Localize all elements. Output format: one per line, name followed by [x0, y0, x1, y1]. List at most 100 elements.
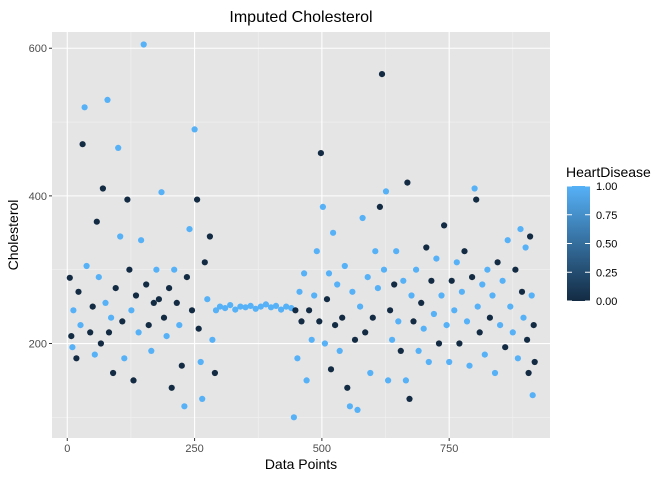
- data-point: [135, 329, 142, 336]
- data-point: [351, 336, 359, 343]
- data-point: [206, 233, 213, 240]
- data-point: [438, 292, 445, 299]
- data-point: [402, 377, 409, 384]
- data-point: [150, 299, 157, 306]
- data-point: [359, 214, 366, 222]
- data-point: [400, 277, 407, 284]
- data-point: [97, 340, 104, 347]
- data-point: [160, 314, 168, 321]
- data-point: [296, 288, 303, 295]
- data-point: [168, 384, 175, 391]
- data-point: [357, 303, 364, 310]
- data-point: [397, 347, 404, 354]
- data-point: [140, 41, 147, 48]
- data-point: [336, 347, 343, 354]
- data-point: [69, 344, 76, 351]
- data-point: [199, 395, 206, 402]
- data-point: [334, 281, 341, 288]
- legend-break-label: 0.75: [596, 210, 617, 222]
- data-point: [474, 303, 481, 310]
- data-point: [95, 274, 102, 281]
- data-point: [313, 248, 320, 255]
- data-point: [252, 305, 259, 312]
- data-point: [520, 314, 527, 321]
- data-point: [222, 305, 229, 312]
- data-point: [178, 362, 185, 369]
- data-point: [237, 303, 244, 310]
- data-point: [339, 314, 346, 321]
- data-point: [194, 196, 201, 203]
- data-point: [104, 96, 111, 103]
- data-point: [91, 351, 98, 358]
- data-point: [325, 270, 333, 277]
- data-point: [441, 222, 448, 229]
- data-point: [306, 307, 313, 314]
- data-point: [301, 270, 308, 277]
- data-point: [66, 274, 73, 281]
- data-point: [408, 292, 415, 299]
- data-point: [499, 277, 506, 284]
- data-point: [204, 296, 211, 303]
- data-point: [344, 384, 351, 391]
- data-point: [486, 314, 493, 321]
- data-point: [518, 288, 526, 295]
- data-point: [130, 377, 137, 384]
- data-point: [491, 369, 499, 377]
- y-tick-label: 600: [29, 43, 47, 55]
- data-point: [367, 369, 374, 377]
- minor-gridlines: [52, 32, 550, 438]
- data-point: [430, 310, 437, 318]
- data-point: [497, 322, 504, 329]
- data-point: [216, 303, 224, 310]
- x-tick-label: 0: [64, 443, 70, 455]
- data-point: [418, 299, 425, 306]
- data-point: [117, 233, 124, 240]
- data-point: [173, 299, 180, 306]
- data-point: [278, 306, 285, 313]
- data-point: [524, 336, 531, 343]
- data-point: [469, 274, 476, 281]
- data-point: [323, 296, 331, 303]
- data-point: [433, 255, 440, 262]
- data-point: [89, 303, 96, 310]
- data-point: [461, 248, 468, 255]
- data-point: [110, 369, 117, 377]
- legend-title: HeartDisease: [566, 164, 651, 180]
- data-point: [507, 303, 514, 310]
- data-point: [471, 185, 478, 192]
- data-point: [341, 262, 348, 270]
- data-point: [435, 340, 443, 347]
- data-point: [321, 340, 328, 347]
- data-point: [364, 274, 371, 281]
- data-point: [105, 329, 113, 336]
- data-point: [232, 306, 239, 313]
- y-tick-label: 200: [29, 339, 47, 351]
- data-point: [349, 288, 356, 295]
- data-point: [473, 196, 480, 203]
- data-point: [292, 307, 299, 314]
- data-point: [163, 333, 170, 340]
- data-point: [195, 325, 202, 332]
- y-axis-title: Cholesterol: [5, 200, 21, 271]
- data-point: [387, 307, 394, 314]
- data-point: [512, 266, 519, 273]
- legend-break-label: 0.25: [596, 267, 617, 279]
- data-point: [121, 355, 128, 362]
- data-point: [272, 302, 280, 309]
- y-tick-label: 400: [29, 191, 47, 203]
- data-point: [316, 318, 323, 325]
- data-point: [463, 318, 471, 325]
- data-point: [181, 403, 188, 410]
- data-point: [267, 304, 275, 311]
- data-point: [283, 303, 290, 310]
- y-axis-ticks: 200 400 600: [29, 43, 52, 351]
- data-point: [128, 307, 135, 314]
- legend-break-label: 0.50: [596, 239, 617, 251]
- x-axis-ticks: 0 250 500 750: [64, 438, 458, 455]
- data-point: [201, 259, 208, 266]
- data-point: [385, 377, 392, 384]
- major-gridlines: [52, 32, 550, 438]
- data-point: [446, 358, 453, 366]
- legend-colorbar: [567, 186, 590, 301]
